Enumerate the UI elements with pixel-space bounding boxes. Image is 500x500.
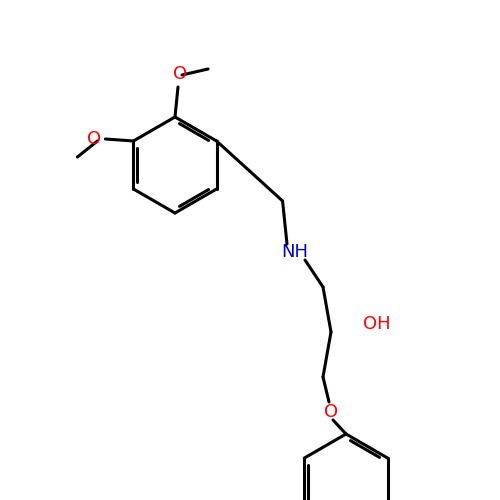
Text: O: O	[324, 403, 338, 421]
Text: O: O	[88, 130, 102, 148]
Text: O: O	[173, 65, 187, 83]
Text: OH: OH	[363, 315, 390, 333]
Text: NH: NH	[282, 243, 308, 261]
